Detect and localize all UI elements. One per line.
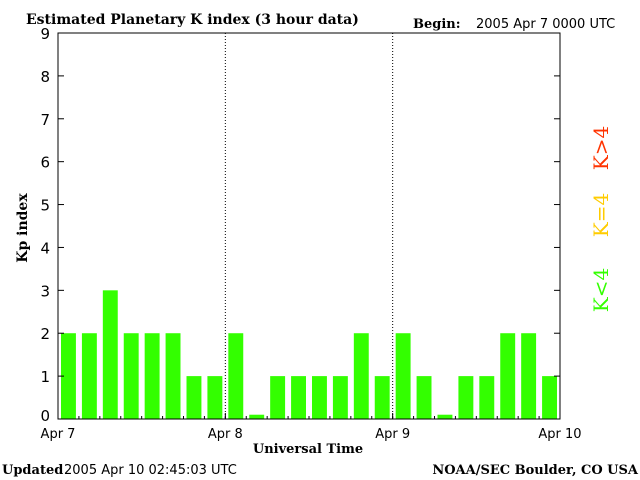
y-tick-label: 4 xyxy=(40,239,50,257)
begin-value: 2005 Apr 7 0000 UTC xyxy=(476,17,615,32)
legend-entry: K=4 xyxy=(589,193,613,237)
kp-bar xyxy=(270,376,286,419)
begin-label: Begin: xyxy=(413,17,461,32)
y-axis-label: Kp index xyxy=(15,193,31,263)
source-credit: NOAA/SEC Boulder, CO USA xyxy=(432,463,639,478)
kp-bar xyxy=(332,376,348,419)
plot-frame xyxy=(57,32,561,420)
updated-value: 2005 Apr 10 02:45:03 UTC xyxy=(64,463,237,478)
y-tick-label: 9 xyxy=(40,25,50,43)
y-tick-label: 5 xyxy=(40,197,50,215)
kp-bar xyxy=(102,290,118,419)
kp-bar xyxy=(291,376,306,419)
kp-bar xyxy=(521,333,537,419)
x-axis-label: Universal Time xyxy=(253,442,363,457)
kp-bar xyxy=(353,333,369,419)
kp-bar xyxy=(479,376,495,419)
kp-bar xyxy=(395,333,411,419)
y-tick-label: 2 xyxy=(40,325,50,343)
kp-bar xyxy=(312,376,327,419)
kp-bar xyxy=(437,414,453,419)
kp-bar xyxy=(144,333,160,419)
y-tick-label: 1 xyxy=(40,368,50,386)
y-tick-label: 8 xyxy=(40,68,50,86)
y-tick-label: 7 xyxy=(40,111,50,129)
x-tick-label: Apr 10 xyxy=(538,427,581,442)
legend-entry: K>4 xyxy=(589,126,613,170)
kp-bar xyxy=(61,333,76,419)
kp-bar xyxy=(165,333,181,419)
y-tick-label: 3 xyxy=(40,282,50,300)
y-tick-label: 0 xyxy=(40,407,50,425)
kp-bar xyxy=(123,333,139,419)
kp-bar xyxy=(416,376,432,419)
kp-bar xyxy=(374,376,390,419)
updated-label: Updated xyxy=(2,463,63,478)
kp-bar xyxy=(207,376,223,419)
kp-bar xyxy=(458,376,474,419)
x-tick-label: Apr 8 xyxy=(208,427,243,442)
chart-title: Estimated Planetary K index (3 hour data… xyxy=(26,12,359,28)
kp-bar xyxy=(186,376,202,419)
kp-bar xyxy=(500,333,516,419)
x-tick-label: Apr 9 xyxy=(375,427,410,442)
x-tick-label: Apr 7 xyxy=(41,427,76,442)
kp-bar xyxy=(228,333,244,419)
kp-bar xyxy=(542,376,557,419)
y-tick-label: 6 xyxy=(40,154,50,172)
kp-bar xyxy=(81,333,97,419)
kp-bar xyxy=(249,414,265,419)
legend-entry: K<4 xyxy=(589,268,613,312)
